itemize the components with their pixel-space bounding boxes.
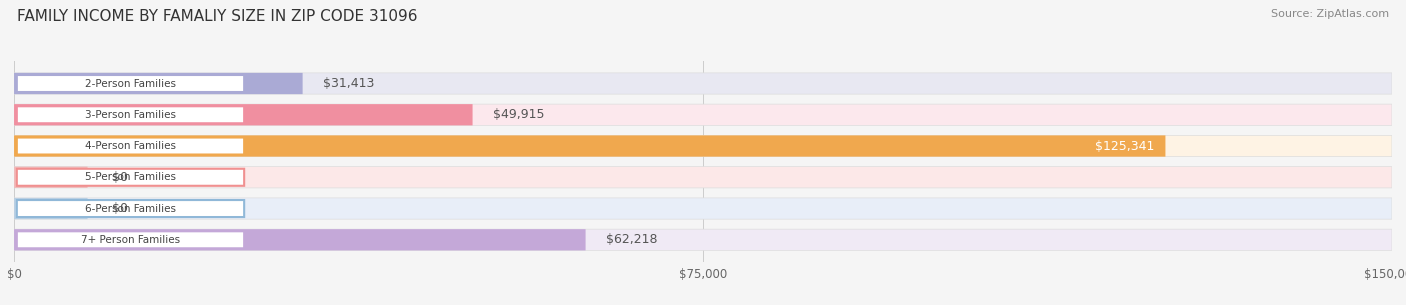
FancyBboxPatch shape — [17, 231, 245, 248]
Text: Source: ZipAtlas.com: Source: ZipAtlas.com — [1271, 9, 1389, 19]
FancyBboxPatch shape — [14, 73, 302, 94]
Text: $62,218: $62,218 — [606, 233, 658, 246]
Text: $49,915: $49,915 — [494, 108, 544, 121]
Text: $125,341: $125,341 — [1095, 139, 1154, 152]
FancyBboxPatch shape — [14, 167, 1392, 188]
Text: $0: $0 — [112, 171, 128, 184]
FancyBboxPatch shape — [14, 198, 1392, 219]
FancyBboxPatch shape — [14, 229, 585, 250]
Text: $0: $0 — [112, 202, 128, 215]
FancyBboxPatch shape — [14, 198, 87, 219]
FancyBboxPatch shape — [14, 135, 1392, 157]
Text: 4-Person Families: 4-Person Families — [84, 141, 176, 151]
Text: $31,413: $31,413 — [323, 77, 374, 90]
FancyBboxPatch shape — [17, 200, 245, 217]
FancyBboxPatch shape — [17, 106, 245, 123]
Text: 3-Person Families: 3-Person Families — [84, 110, 176, 120]
Text: 5-Person Families: 5-Person Families — [84, 172, 176, 182]
Text: FAMILY INCOME BY FAMALIY SIZE IN ZIP CODE 31096: FAMILY INCOME BY FAMALIY SIZE IN ZIP COD… — [17, 9, 418, 24]
FancyBboxPatch shape — [17, 138, 245, 155]
FancyBboxPatch shape — [14, 229, 1392, 250]
Text: 2-Person Families: 2-Person Families — [84, 78, 176, 88]
FancyBboxPatch shape — [17, 75, 245, 92]
FancyBboxPatch shape — [14, 104, 472, 125]
FancyBboxPatch shape — [14, 167, 87, 188]
FancyBboxPatch shape — [17, 169, 245, 186]
Text: 6-Person Families: 6-Person Families — [84, 203, 176, 213]
Text: 7+ Person Families: 7+ Person Families — [82, 235, 180, 245]
FancyBboxPatch shape — [14, 73, 1392, 94]
FancyBboxPatch shape — [14, 135, 1166, 157]
FancyBboxPatch shape — [14, 104, 1392, 125]
